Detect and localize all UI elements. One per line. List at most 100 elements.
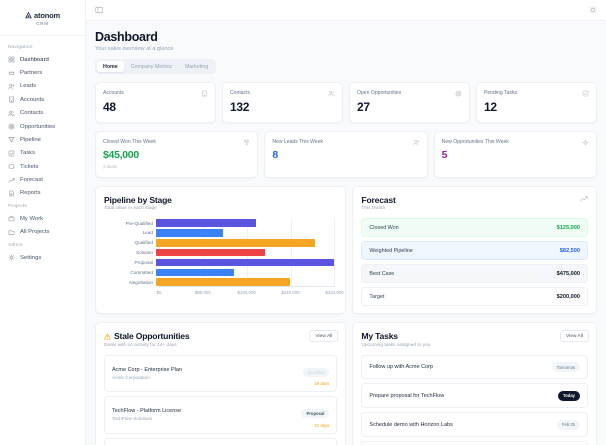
weekly-card-new-opportunities-this-week[interactable]: New Opportunities This Week 5 <box>433 131 597 178</box>
stale-list-item[interactable]: TechFlow - Platform License TechFlow Solu… <box>104 396 338 434</box>
stale-item-company: Acme Corporation <box>112 374 150 380</box>
sidebar-item-opportunities[interactable]: Opportunities <box>0 120 85 133</box>
stale-list-item[interactable]: Acme Corp - Enterprise Plan Acme Corporat… <box>104 354 338 393</box>
forecast-row-closed-won: Closed Won $125,000 <box>361 218 588 238</box>
stat-value: 48 <box>103 100 116 115</box>
panel-toggle-icon[interactable] <box>95 6 103 14</box>
stale-view-all-button[interactable]: View All <box>309 330 339 342</box>
sidebar-item-forecast[interactable]: Forecast <box>0 173 85 186</box>
sidebar-item-pipeline[interactable]: Pipeline <box>0 133 85 146</box>
stale-days: 28 days <box>314 381 330 387</box>
chart-category-label: Qualified <box>134 240 153 246</box>
task-list-item[interactable]: Schedule demo with Horizon Labs Feb 25 <box>361 412 588 438</box>
trophy-icon <box>243 139 250 146</box>
sidebar-item-reports[interactable]: Reports <box>0 187 85 200</box>
tab-home[interactable]: Home <box>97 61 124 73</box>
stale-subtitle: Deals with no activity for 14+ days <box>104 342 177 348</box>
chart-bar[interactable] <box>156 258 335 267</box>
sidebar-item-partners[interactable]: Partners <box>0 66 85 79</box>
forecast-title: Forecast <box>361 194 396 205</box>
chart-bar-row: Proposal <box>104 258 337 267</box>
main-area: Dashboard Your sales overview at a glanc… <box>86 0 606 445</box>
forecast-value: $475,000 <box>556 270 580 277</box>
sidebar-section-label: Projects <box>8 204 27 210</box>
sidebar-item-label: All Projects <box>20 229 50 236</box>
grid-icon <box>8 56 15 63</box>
stage-badge: Proposal <box>301 409 330 419</box>
sidebar-item-my-work[interactable]: My Work <box>0 212 85 225</box>
stale-list-item[interactable]: Pinnacle - Annual SubscriptionPinnacle I… <box>104 437 338 445</box>
page-content: Dashboard Your sales overview at a glanc… <box>86 21 606 445</box>
sidebar-item-leads[interactable]: Leads <box>0 80 85 93</box>
sidebar-item-label: Dashboard <box>20 56 49 63</box>
forecast-label: Weighted Pipeline <box>369 247 413 254</box>
chart-category-label: Pre-Qualified <box>125 220 153 226</box>
sidebar-item-label: Tasks <box>20 150 36 157</box>
task-title: Schedule demo with Horizon Labs <box>369 421 453 428</box>
stat-value: 12 <box>484 100 497 115</box>
stale-item-title: Acme Corp - Enterprise Plan <box>112 366 182 373</box>
chart-bar[interactable] <box>156 229 223 237</box>
weekly-card-new-leads-this-week[interactable]: New Leads This Week 8 <box>264 131 428 178</box>
user-plus-icon <box>413 139 420 146</box>
chart-category-label: Negotiation <box>129 279 153 285</box>
sidebar-item-dashboard[interactable]: Dashboard <box>0 53 85 66</box>
stat-card-open-opportunities[interactable]: Open Opportunities 27 <box>349 82 470 124</box>
chart-bar[interactable] <box>156 248 265 257</box>
handshake-icon <box>8 70 15 77</box>
chart-bar[interactable] <box>156 239 315 247</box>
trending-up-icon <box>580 195 588 203</box>
topbar <box>86 0 606 21</box>
chart-category-label: Solution <box>136 250 153 256</box>
chart-bar[interactable] <box>156 278 290 286</box>
chart-bar[interactable] <box>156 219 257 227</box>
forecast-value: $82,500 <box>559 247 580 254</box>
users-icon <box>8 110 15 117</box>
sidebar-item-all-projects[interactable]: All Projects <box>0 226 85 239</box>
chart-category-label: Lead <box>142 230 153 236</box>
stale-days: 21 days <box>314 422 330 428</box>
sidebar-item-label: Pipeline <box>20 136 41 143</box>
tab-company-metrics[interactable]: Company Metrics <box>130 63 172 70</box>
stage-badge: Qualified <box>302 367 330 377</box>
stat-label: Contacts <box>230 90 251 97</box>
forecast-list: Closed Won $125,000 Weighted Pipeline $82,5… <box>361 218 588 307</box>
sidebar-item-accounts[interactable]: Accounts <box>0 93 85 106</box>
sidebar: atonom CRM Navigation Dashboard Partners Le… <box>0 0 86 445</box>
sidebar-item-contacts[interactable]: Contacts <box>0 107 85 120</box>
tasks-list: Follow up with Acme Corp Tomorrow Prepare … <box>361 354 588 445</box>
sidebar-item-settings[interactable]: Settings <box>0 251 85 264</box>
stat-card-accounts[interactable]: Accounts 48 <box>95 82 216 124</box>
tasks-view-all-button[interactable]: View All <box>559 330 589 342</box>
task-list-item[interactable]: Prepare proposal for TechFlow Today <box>361 383 588 409</box>
users-icon <box>328 90 335 97</box>
building-icon <box>8 96 15 103</box>
stat-card-pending-tasks[interactable]: Pending Tasks 12 <box>476 82 597 124</box>
page-subtitle: Your sales overview at a glance <box>95 46 174 52</box>
sidebar-item-tasks[interactable]: Tasks <box>0 147 85 160</box>
sidebar-section-label: Admin <box>8 242 23 248</box>
charts-row: Pipeline by Stage Total value in each st… <box>95 185 597 315</box>
chart-bar-row: Solution <box>104 248 337 257</box>
weekly-label: Closed Won This Week <box>103 139 156 146</box>
chart-bar[interactable] <box>156 268 235 277</box>
task-list-item[interactable]: Follow up with Acme Corp Tomorrow <box>361 354 588 380</box>
task-due-badge: Feb 25 <box>556 419 580 430</box>
tab-marketing[interactable]: Marketing <box>184 63 209 70</box>
trending-up-icon <box>8 177 15 184</box>
weekly-card-closed-won-this-week[interactable]: Closed Won This Week $45,000 3 deals <box>95 131 259 178</box>
stat-card-contacts[interactable]: Contacts 132 <box>222 82 343 124</box>
chart-category-label: Proposal <box>134 259 153 265</box>
chart-bar-row: Qualified <box>104 239 337 247</box>
task-list-item[interactable]: Review contract terms - PinnacleFeb 27 <box>361 441 588 445</box>
sidebar-section-label: Navigation <box>8 45 33 50</box>
chart-x-tick-label: $320,000 <box>325 290 344 296</box>
stat-value: 132 <box>230 100 250 115</box>
brand[interactable]: atonom CRM <box>0 9 85 35</box>
weekly-value: $45,000 <box>103 149 139 162</box>
sidebar-item-tickets[interactable]: Tickets <box>0 160 85 173</box>
task-due-badge: Today <box>557 390 580 401</box>
theme-toggle-icon[interactable] <box>589 6 597 14</box>
target-icon <box>8 123 15 130</box>
chart-gridline <box>334 218 336 288</box>
